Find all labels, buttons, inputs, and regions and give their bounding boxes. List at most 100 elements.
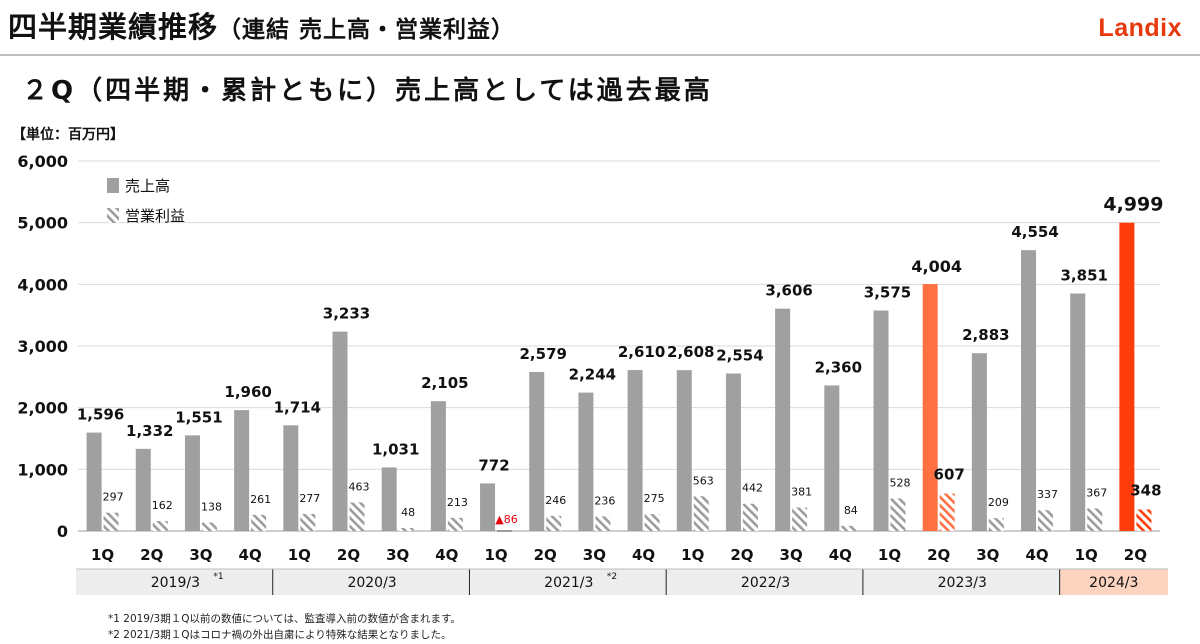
profit-bar (792, 507, 808, 531)
sales-bar (824, 385, 840, 531)
quarter-label: 1Q (1075, 546, 1098, 564)
year-label: 2022/3 (741, 575, 790, 591)
sales-value-label: 2,610 (618, 343, 665, 361)
sales-value-label: 1,031 (372, 440, 419, 458)
sales-value-label: 1,596 (77, 406, 124, 424)
quarter-label: 4Q (239, 546, 262, 564)
sales-bar (627, 370, 643, 531)
profit-bar (300, 513, 316, 531)
quarter-label: 1Q (91, 546, 114, 564)
sales-bar (529, 371, 545, 531)
profit-value-label: 236 (594, 494, 615, 507)
sales-value-label: 2,608 (667, 343, 714, 361)
sales-bar (1119, 222, 1135, 531)
year-band (76, 569, 275, 595)
profit-bar (841, 525, 857, 531)
profit-bar (939, 493, 955, 531)
quarter-label: 3Q (583, 546, 606, 564)
unit-label: 【単位：百万円】 (12, 127, 124, 143)
quarter-label: 2Q (730, 546, 753, 564)
quarter-label: 3Q (386, 546, 409, 564)
quarter-label: 2Q (337, 546, 360, 564)
profit-value-label: 348 (1130, 482, 1161, 500)
profit-bar (103, 512, 119, 531)
year-band (469, 569, 669, 595)
sales-bar (578, 392, 594, 531)
profit-value-label: 607 (934, 466, 965, 484)
sales-bar (725, 373, 741, 531)
y-tick-label: 2,000 (17, 399, 68, 418)
quarter-label: 4Q (435, 546, 458, 564)
sales-value-label: 2,579 (520, 345, 567, 363)
quarter-label: 2Q (140, 546, 163, 564)
sales-bar (1021, 250, 1037, 532)
profit-value-label: 162 (152, 499, 173, 512)
page-title: 四半期業績推移（連結 売上高・営業利益） (8, 4, 515, 46)
sales-value-label: 2,244 (569, 366, 616, 384)
year-band (272, 569, 472, 595)
profit-value-label: 563 (693, 474, 714, 487)
footnotes: *1 2019/3期１Q以前の数値については、監査導入前の数値が含まれます。 *… (108, 611, 461, 643)
quarter-label: 1Q (484, 546, 507, 564)
year-note: *1 (213, 572, 223, 582)
profit-value-label: 138 (201, 500, 222, 513)
profit-bar (1087, 508, 1103, 531)
sales-bar (480, 483, 496, 531)
legend-sales-swatch (107, 178, 119, 193)
profit-value-label: 261 (250, 493, 271, 506)
sales-value-label: 2,360 (815, 358, 862, 376)
sales-bar (283, 425, 299, 531)
y-tick-label: 6,000 (17, 152, 68, 171)
quarter-label: 2Q (1124, 546, 1147, 564)
headline: ２Q（四半期・累計ともに）売上高としては過去最高 (22, 76, 713, 106)
sales-bar (971, 353, 987, 531)
profit-bar (546, 515, 562, 531)
year-band (862, 569, 1062, 595)
title-divider (0, 54, 1200, 56)
sales-bar (676, 370, 692, 531)
footnote-2: *2 2021/3期１Qはコロナ禍の外出自粛により特殊な結果となりました。 (108, 629, 452, 641)
sales-bar (1070, 293, 1086, 531)
sales-value-label: 1,714 (274, 398, 321, 416)
quarter-label: 3Q (780, 546, 803, 564)
profit-value-label: 442 (742, 482, 763, 495)
quarter-label: 1Q (878, 546, 901, 564)
quarter-label: 1Q (681, 546, 704, 564)
sales-value-label: 2,105 (421, 374, 468, 392)
sales-bar (873, 310, 889, 531)
profit-value-label: 463 (349, 480, 370, 493)
year-band (666, 569, 865, 595)
quarter-label: 4Q (632, 546, 655, 564)
profit-bar-negative (497, 530, 513, 532)
sales-value-label: 3,575 (864, 284, 911, 302)
quarter-label: 3Q (976, 546, 999, 564)
sales-value-label: 4,004 (911, 257, 962, 276)
profit-bar (447, 517, 463, 531)
profit-bar (644, 514, 660, 531)
y-tick-label: 3,000 (17, 337, 68, 356)
profit-bar (693, 496, 709, 531)
profit-value-label: 297 (103, 491, 124, 504)
profit-bar (349, 502, 365, 531)
year-band (1059, 569, 1168, 595)
sales-bar (135, 448, 151, 531)
profit-value-label: 246 (545, 494, 566, 507)
profit-value-label: 277 (299, 492, 320, 505)
legend-sales-label: 売上高 (125, 177, 170, 195)
profit-bar (398, 528, 414, 531)
sales-bar (234, 410, 250, 531)
y-tick-label: 0 (57, 522, 68, 541)
sales-value-label: 2,883 (962, 326, 1009, 344)
profit-value-label: 213 (447, 496, 468, 509)
quarter-label: 2Q (927, 546, 950, 564)
sales-bar (381, 467, 397, 531)
profit-bar (1038, 510, 1054, 531)
quarter-label: 4Q (829, 546, 852, 564)
profit-value-label: 337 (1037, 488, 1058, 501)
sales-bar (86, 432, 102, 531)
year-label: 2021/3 (544, 575, 593, 591)
profit-value-label: 528 (890, 476, 911, 489)
sales-bar (332, 331, 348, 531)
profit-bar (890, 498, 906, 531)
